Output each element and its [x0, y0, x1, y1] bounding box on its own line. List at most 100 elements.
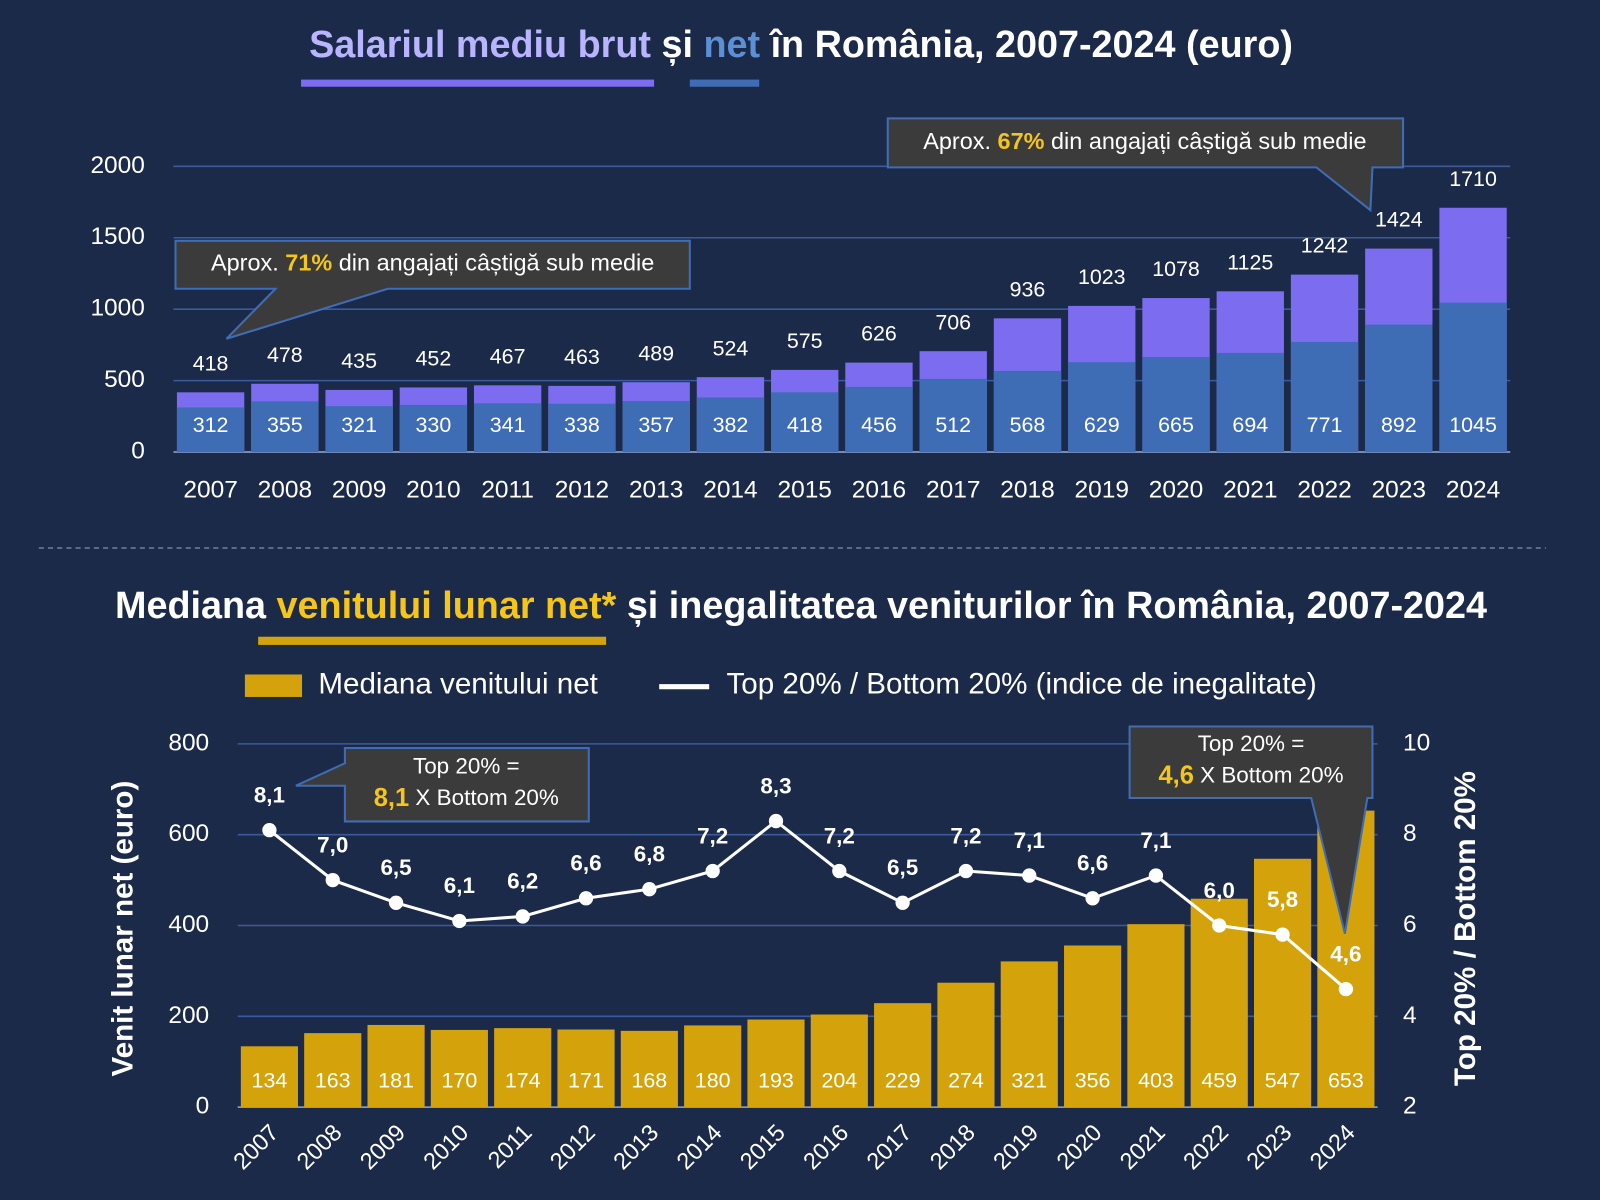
- line-point: [1275, 927, 1290, 942]
- value-label: 463: [564, 345, 600, 369]
- title-part: venitului lunar net*: [277, 584, 617, 626]
- value-label: 171: [568, 1068, 604, 1092]
- annotation: Top 20% =: [413, 753, 520, 778]
- annotation-part: Aprox.: [923, 128, 997, 154]
- value-label: 312: [193, 413, 229, 437]
- x-tick-label: 2020: [1149, 476, 1203, 503]
- value-label: 7,0: [317, 832, 348, 857]
- value-label: 706: [935, 310, 971, 334]
- y2-tick-label: 4: [1403, 1002, 1417, 1029]
- value-label: 524: [713, 336, 749, 360]
- value-label: 936: [1010, 277, 1046, 301]
- bar: [557, 1029, 615, 1108]
- value-label: 1045: [1449, 413, 1497, 437]
- value-label: 459: [1201, 1068, 1237, 1092]
- x-tick-label: 2018: [1000, 476, 1054, 503]
- value-label: 180: [695, 1068, 731, 1092]
- bar: [810, 1014, 868, 1108]
- value-label: 274: [948, 1068, 984, 1092]
- y-tick-label: 1000: [90, 295, 144, 322]
- x-tick-label: 2022: [1297, 476, 1351, 503]
- value-label: 330: [416, 413, 452, 437]
- line-point: [388, 895, 404, 910]
- annotation: Aprox. 71% din angajați câștigă sub medi…: [211, 249, 654, 275]
- line-point: [1022, 868, 1037, 883]
- x-tick-label: 2012: [555, 476, 609, 503]
- y2-tick-label: 2: [1403, 1093, 1417, 1120]
- x-tick-label: 2017: [926, 476, 980, 503]
- bar: [430, 1029, 488, 1108]
- title-part: Mediana: [115, 584, 277, 626]
- y-tick-label: 500: [104, 366, 145, 393]
- chart-1: 0 500 1000 1500 2000 2007 2008 2009 2010 2011 2012…: [90, 152, 1511, 503]
- y-tick-label: 2000: [90, 152, 144, 179]
- value-label: 418: [193, 351, 229, 375]
- bar: [325, 406, 393, 453]
- bar: [494, 1028, 552, 1108]
- x-tick-label: 2009: [332, 476, 386, 503]
- bar: [473, 403, 542, 453]
- bar: [548, 403, 616, 453]
- value-label: 382: [713, 413, 749, 437]
- legend-swatch: [244, 674, 303, 697]
- bar: [1216, 352, 1284, 453]
- x-tick-label: 2008: [258, 476, 312, 503]
- line-point: [832, 863, 847, 879]
- value-label: 355: [267, 413, 303, 437]
- title-underline: [258, 636, 607, 645]
- bar: [1127, 924, 1185, 1108]
- value-label: 6,5: [887, 855, 918, 880]
- bar: [1190, 898, 1248, 1108]
- value-label: 892: [1381, 413, 1417, 437]
- value-label: 170: [442, 1068, 478, 1092]
- value-label: 7,1: [1140, 828, 1171, 853]
- value-label: 489: [638, 341, 674, 365]
- title-underline: [689, 79, 760, 87]
- line-point: [1148, 868, 1164, 883]
- legend-label: Mediana venitului net: [318, 668, 598, 701]
- value-label: 321: [341, 413, 377, 437]
- annotation: Aprox. 67% din angajați câștigă sub medi…: [923, 128, 1366, 154]
- title-part: și inegalitatea veniturilor în România, …: [616, 584, 1487, 626]
- value-label: 626: [861, 322, 897, 346]
- annotation-part: din angajați câștigă sub medie: [1045, 128, 1367, 154]
- bar: [399, 404, 468, 453]
- bar: [747, 1019, 805, 1108]
- value-label: 435: [341, 349, 377, 373]
- bar: [1439, 302, 1507, 453]
- bar: [1253, 858, 1312, 1108]
- annotation-part: Top 20% =: [1198, 731, 1305, 756]
- value-label: 568: [1010, 413, 1046, 437]
- bar: [304, 1033, 362, 1108]
- bar: [176, 407, 245, 453]
- value-label: 478: [267, 343, 303, 367]
- bar: [845, 386, 913, 453]
- line-point: [1085, 891, 1100, 906]
- x-tick-label: 2024: [1446, 476, 1500, 503]
- x-tick-label: 2016: [852, 476, 906, 503]
- line-point: [262, 823, 277, 838]
- annotation-part: Top 20% =: [413, 753, 520, 778]
- title-part: și: [651, 23, 703, 65]
- value-label: 7,1: [1014, 828, 1045, 853]
- value-label: 341: [490, 413, 526, 437]
- bar: [240, 1046, 298, 1108]
- value-label: 547: [1265, 1068, 1301, 1092]
- value-label: 403: [1138, 1068, 1174, 1092]
- line: [268, 819, 1347, 991]
- x-tick-label: 2013: [629, 476, 683, 503]
- value-label: 1424: [1375, 208, 1423, 232]
- line-point: [452, 913, 467, 929]
- value-label: 174: [505, 1068, 541, 1092]
- value-label: 456: [861, 413, 897, 437]
- line-point: [895, 895, 910, 910]
- annotation-part: X Bottom 20%: [409, 785, 559, 810]
- line-point: [325, 872, 340, 888]
- legend-label: Top 20% / Bottom 20% (indice de inegalit…: [727, 668, 1317, 701]
- value-label: 6,6: [570, 851, 601, 876]
- value-label: 6,1: [444, 873, 475, 898]
- y2-tick-label: 8: [1403, 820, 1417, 847]
- value-label: 665: [1158, 413, 1194, 437]
- bar: [251, 401, 319, 453]
